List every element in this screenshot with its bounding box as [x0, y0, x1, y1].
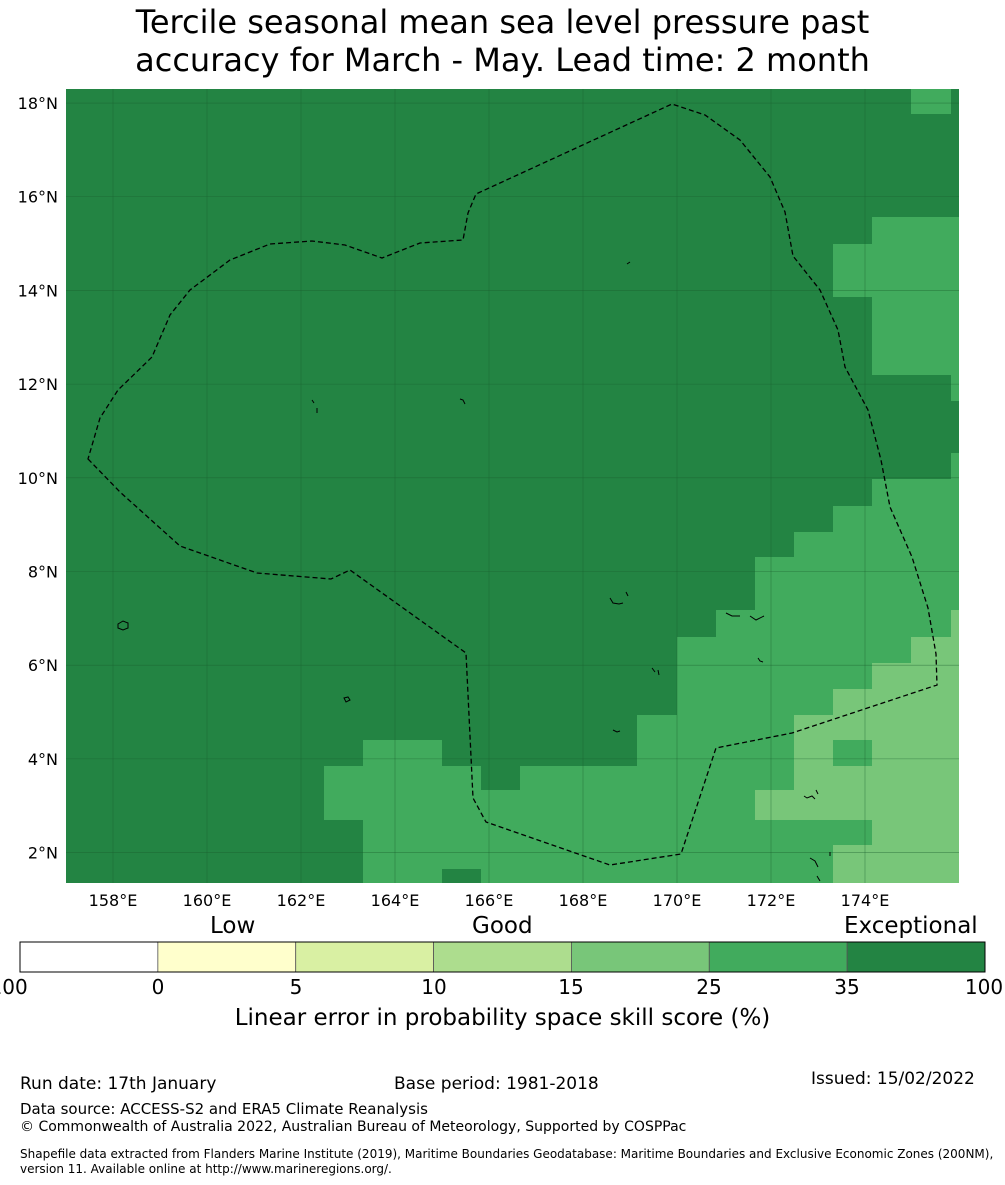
skill-cell	[951, 610, 959, 637]
colorbar-tick: 5	[289, 975, 303, 999]
island	[311, 399, 318, 413]
colorbar-segment	[846, 941, 986, 973]
skill-cell	[833, 845, 959, 883]
skill-cell	[833, 244, 959, 297]
skill-cell	[872, 217, 959, 244]
lon-label: 174°E	[841, 891, 890, 910]
skill-cell	[833, 740, 872, 766]
island	[725, 612, 765, 621]
skill-cell	[833, 506, 959, 532]
skill-cell	[872, 740, 959, 766]
colorbar-segment	[433, 941, 572, 973]
skill-cell	[755, 790, 959, 820]
island	[809, 852, 831, 882]
skill-cell	[872, 479, 959, 506]
title-line-1: Tercile seasonal mean sea level pressure…	[135, 3, 870, 41]
lon-label: 172°E	[747, 891, 796, 910]
category-good: Good	[472, 913, 533, 939]
copyright: © Commonwealth of Australia 2022, Austra…	[20, 1119, 687, 1135]
lat-label: 8°N	[28, 562, 58, 581]
island	[803, 789, 819, 800]
lon-label: 158°E	[89, 891, 138, 910]
colorbar-segment	[708, 941, 848, 973]
category-low: Low	[210, 913, 256, 939]
colorbar-segment	[157, 941, 297, 973]
skill-cell	[794, 715, 959, 740]
skill-cell	[872, 663, 959, 689]
skill-cell	[794, 740, 833, 766]
island	[626, 261, 631, 265]
data-source: Data source: ACCESS-S2 and ERA5 Climate …	[20, 1100, 428, 1118]
run-date: Run date: 17th January	[20, 1074, 217, 1094]
skill-cell	[872, 820, 959, 845]
base-period: Base period: 1981-2018	[394, 1074, 599, 1094]
colorbar-tick: 25	[696, 975, 722, 999]
category-exceptional: Exceptional	[844, 913, 978, 939]
skill-cell	[363, 740, 442, 766]
colorbar-outline	[19, 941, 986, 973]
skill-cell	[911, 89, 951, 114]
skill-cell	[872, 297, 959, 375]
issued-date: Issued: 15/02/2022	[811, 1069, 975, 1089]
colorbar-segment	[19, 941, 159, 973]
graticule	[66, 89, 959, 883]
shapefile-credit: Shapefile data extracted from Flanders M…	[20, 1147, 994, 1176]
colorbar-tick: 100	[964, 975, 1004, 999]
island	[117, 620, 129, 631]
colorbar-tick: -100	[0, 975, 28, 999]
skill-cell	[951, 375, 959, 401]
lon-label: 162°E	[277, 891, 326, 910]
skill-cell	[833, 689, 959, 715]
skill-cell	[324, 766, 481, 820]
lon-label: 170°E	[653, 891, 702, 910]
skill-cell	[442, 740, 637, 766]
skill-cell	[442, 869, 481, 883]
lon-label: 166°E	[465, 891, 514, 910]
skill-cell	[755, 557, 959, 610]
skill-cell	[794, 820, 872, 845]
colorbar-segment	[571, 941, 710, 973]
lon-label: 160°E	[183, 891, 232, 910]
colorbar-tick: 35	[834, 975, 860, 999]
eez-boundary	[87, 103, 938, 866]
lat-label: 10°N	[18, 469, 58, 488]
lat-label: 14°N	[18, 281, 58, 300]
island	[459, 398, 466, 405]
skill-cell	[794, 766, 959, 790]
longitude-labels: 158°E 160°E 162°E 164°E 166°E 168°E 170°E 172°E…	[89, 891, 890, 910]
colorbar-axis-label: Linear error in probability space skill …	[234, 1005, 771, 1031]
skill-cell	[911, 637, 959, 663]
island	[757, 657, 764, 663]
colorbar-segment	[295, 941, 434, 973]
lat-label: 6°N	[28, 656, 58, 675]
lat-label: 16°N	[18, 188, 58, 207]
skill-cells	[66, 89, 959, 883]
island	[343, 696, 351, 703]
island	[609, 591, 629, 605]
skill-cell	[794, 532, 959, 557]
lon-label: 164°E	[371, 891, 420, 910]
skill-cell	[324, 820, 363, 845]
skill-cell	[755, 845, 833, 883]
lat-label: 12°N	[18, 375, 58, 394]
colorbar	[19, 941, 986, 973]
skill-cell	[481, 766, 520, 790]
colorbar-tick: 15	[558, 975, 584, 999]
lat-label: 4°N	[28, 750, 58, 769]
colorbar-tick: 0	[151, 975, 165, 999]
skill-cell	[951, 453, 959, 479]
lon-label: 168°E	[559, 891, 608, 910]
latitude-labels: 18°N 16°N 14°N 12°N 10°N 8°N 6°N 4°N 2°N	[18, 94, 58, 862]
title-line-2: accuracy for March - May. Lead time: 2 m…	[135, 41, 870, 79]
island	[651, 667, 660, 676]
colorbar-tick: 10	[421, 975, 447, 999]
lat-label: 18°N	[18, 94, 58, 113]
lat-label: 2°N	[28, 844, 58, 863]
island	[612, 729, 621, 733]
islands	[117, 261, 831, 882]
skill-cell	[716, 610, 959, 637]
